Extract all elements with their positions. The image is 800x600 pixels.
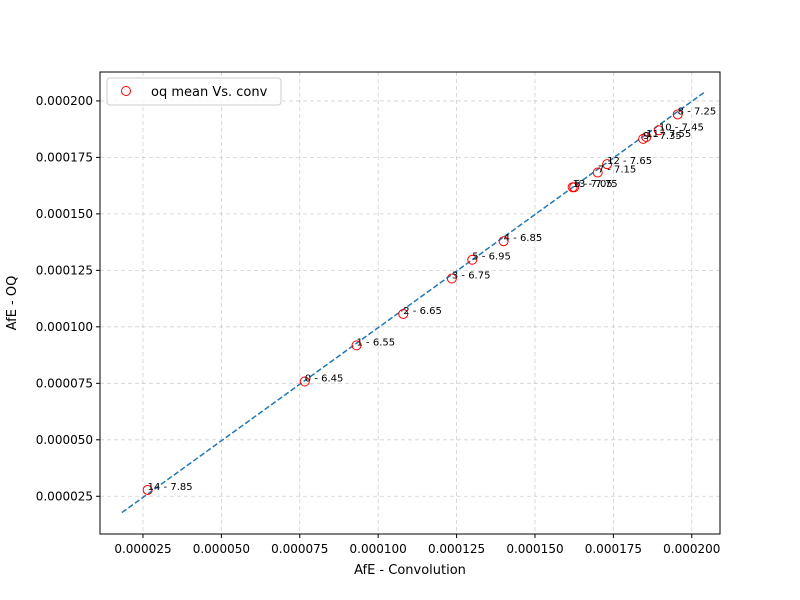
data-point-label: 6 - 7.05 bbox=[574, 179, 613, 190]
x-tick-label: 0.000150 bbox=[506, 542, 563, 556]
data-points bbox=[142, 109, 683, 495]
data-point bbox=[467, 254, 478, 265]
x-tick-label: 0.000100 bbox=[350, 542, 407, 556]
data-point bbox=[641, 132, 652, 143]
point-labels: 0 - 6.45 1 - 6.55 2 - 6.65 3 - 6.75 4 - 6.85… bbox=[148, 106, 717, 492]
legend: oq mean Vs. conv bbox=[106, 77, 282, 106]
data-point-label: 9 - 7.35 bbox=[643, 131, 682, 142]
data-point-label: 4 - 6.85 bbox=[504, 233, 543, 244]
y-tick-label: 0.000125 bbox=[36, 263, 93, 277]
data-point bbox=[299, 376, 310, 387]
y-axis-ticks: 0.000025 0.000050 0.000075 0.000100 0.000125… bbox=[36, 94, 100, 503]
data-point-label: 14 - 7.85 bbox=[148, 482, 193, 493]
grid-lines bbox=[100, 72, 720, 534]
data-point-label: 0 - 6.45 bbox=[305, 374, 344, 385]
data-point-label: 11 - 7.55 bbox=[646, 129, 691, 140]
fit-line-group bbox=[121, 90, 707, 514]
data-point bbox=[602, 159, 613, 170]
plot-frame bbox=[99, 71, 721, 535]
y-tick-label: 0.000175 bbox=[36, 150, 93, 164]
data-point bbox=[142, 484, 153, 495]
data-point bbox=[653, 125, 664, 136]
fit-line bbox=[121, 90, 707, 514]
x-axis-ticks: 0.000025 0.000050 0.000075 0.000100 0.000125… bbox=[114, 534, 720, 556]
data-point-label: 8 - 7.25 bbox=[678, 106, 717, 117]
y-tick-label: 0.000100 bbox=[36, 320, 93, 334]
y-axis-label: AfE - OQ bbox=[5, 276, 20, 331]
y-tick-label: 0.000200 bbox=[36, 94, 93, 108]
x-tick-label: 0.000050 bbox=[193, 542, 250, 556]
data-point-label: 5 - 6.95 bbox=[472, 252, 511, 263]
legend-label: oq mean Vs. conv bbox=[151, 85, 268, 100]
data-point-label: 7 - 7.15 bbox=[598, 165, 637, 176]
data-point-label: 13 - 7.75 bbox=[573, 179, 618, 190]
data-point-label: 2 - 6.65 bbox=[403, 306, 442, 317]
x-axis-label: AfE - Convolution bbox=[354, 563, 466, 578]
y-tick-label: 0.000025 bbox=[36, 489, 93, 503]
x-tick-label: 0.000125 bbox=[428, 542, 485, 556]
legend-box bbox=[106, 77, 282, 106]
data-point-label: 3 - 6.75 bbox=[452, 270, 491, 281]
data-point bbox=[672, 109, 683, 120]
data-point-label: 10 - 7.45 bbox=[659, 122, 704, 133]
data-point-label: 12 - 7.65 bbox=[607, 156, 652, 167]
x-tick-label: 0.000025 bbox=[114, 542, 171, 556]
x-tick-label: 0.000075 bbox=[271, 542, 328, 556]
data-point-label: 1 - 6.55 bbox=[357, 337, 396, 348]
data-point bbox=[567, 182, 578, 193]
data-point bbox=[498, 236, 509, 247]
y-tick-label: 0.000075 bbox=[36, 376, 93, 390]
data-point bbox=[351, 340, 362, 351]
data-point bbox=[638, 133, 649, 144]
y-tick-label: 0.000150 bbox=[36, 207, 93, 221]
x-tick-label: 0.000175 bbox=[585, 542, 642, 556]
legend-marker bbox=[121, 86, 131, 96]
data-point bbox=[446, 273, 457, 284]
y-tick-label: 0.000050 bbox=[36, 433, 93, 447]
x-tick-label: 0.000200 bbox=[663, 542, 720, 556]
data-point bbox=[398, 308, 409, 319]
data-point bbox=[592, 167, 603, 178]
